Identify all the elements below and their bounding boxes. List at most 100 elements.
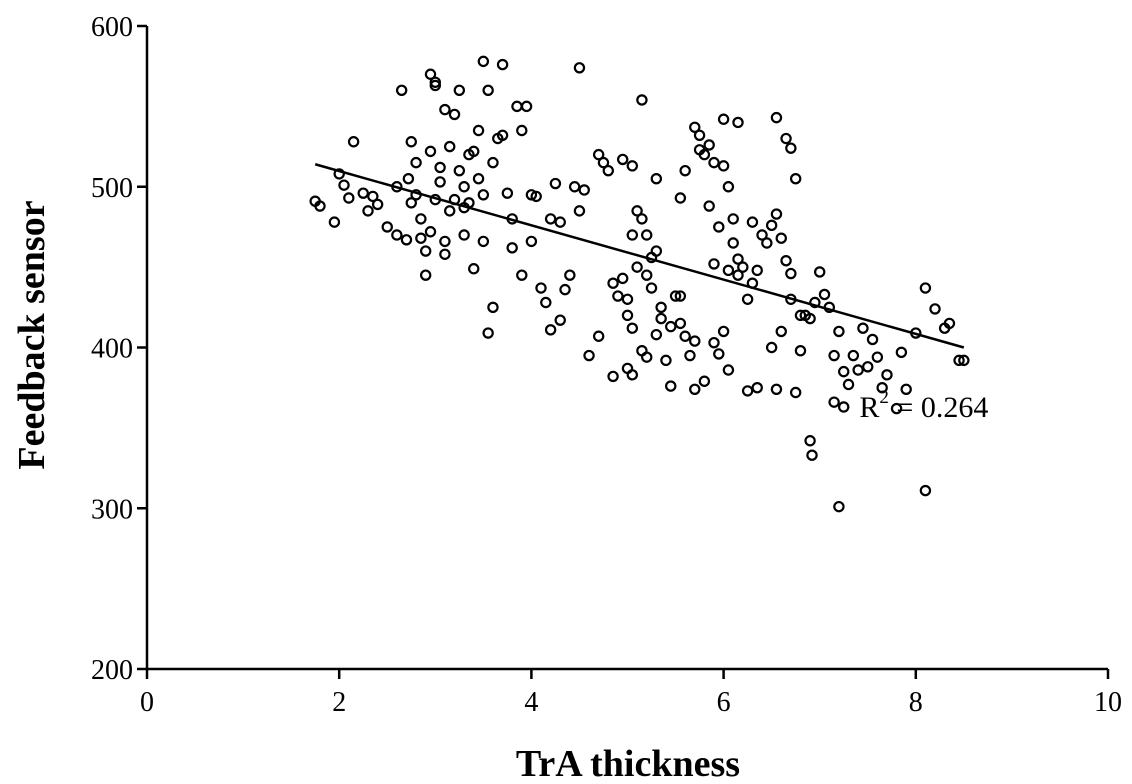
data-point (838, 401, 850, 413)
y-axis-title: Feedback sensor (11, 200, 53, 469)
data-point (621, 293, 634, 305)
data-point (669, 290, 682, 302)
data-point (530, 190, 542, 203)
data-point (765, 341, 778, 354)
data-point (357, 187, 369, 199)
data-point (405, 136, 417, 148)
data-point (434, 161, 446, 174)
data-point (650, 173, 663, 185)
data-point (765, 219, 778, 232)
data-point (842, 378, 855, 391)
data-point (650, 245, 663, 257)
y-tick-label: 600 (91, 12, 133, 43)
data-point (770, 111, 783, 124)
data-point (794, 309, 807, 322)
data-point (655, 312, 667, 325)
data-point (775, 325, 787, 338)
data-point (516, 269, 528, 281)
data-point (371, 198, 384, 211)
y-axis-ticks: 200 300 400 500 600 (91, 12, 147, 686)
data-point (626, 160, 639, 172)
data-point (785, 267, 797, 280)
data-point (419, 269, 432, 281)
data-point (472, 124, 485, 137)
data-point (689, 335, 701, 347)
data-point (761, 237, 773, 249)
plot-area: 200 300 400 500 600 0 2 4 6 8 10 (91, 12, 1122, 718)
r-squared-value: = 0.264 (889, 391, 988, 424)
data-point (862, 361, 874, 373)
data-point (607, 277, 619, 289)
data-point (506, 242, 518, 254)
data-point (732, 269, 744, 281)
data-point (328, 216, 341, 228)
data-point (881, 369, 893, 381)
data-point (722, 364, 735, 376)
data-point (482, 84, 494, 97)
data-point (626, 229, 639, 241)
data-point (717, 113, 730, 125)
data-point (395, 84, 408, 97)
data-point (616, 153, 629, 166)
x-axis-ticks: 0 2 4 6 8 10 (140, 669, 1122, 718)
data-point (602, 164, 614, 177)
data-point (684, 349, 696, 362)
data-point (338, 179, 350, 191)
data-point (953, 354, 965, 367)
data-point (857, 322, 869, 334)
data-point (660, 354, 672, 367)
data-point (895, 346, 908, 359)
data-point (444, 140, 456, 153)
data-point (424, 145, 437, 158)
data-point (439, 103, 451, 116)
data-point (693, 129, 706, 142)
data-point (770, 208, 783, 220)
data-point (890, 402, 903, 415)
data-point (674, 317, 687, 330)
data-point (564, 269, 576, 281)
data-point (741, 385, 754, 397)
data-point (780, 254, 792, 267)
data-point (381, 221, 393, 233)
data-point (477, 235, 490, 248)
data-point (400, 234, 413, 246)
data-point (929, 303, 941, 315)
data-point (665, 320, 677, 333)
data-point (347, 136, 360, 148)
data-point (703, 200, 715, 212)
data-point (439, 235, 451, 248)
data-point (751, 381, 763, 394)
data-point (693, 144, 706, 156)
data-point (852, 364, 864, 376)
data-point (429, 79, 441, 92)
data-point (626, 322, 639, 334)
data-point (919, 282, 932, 294)
data-point (641, 351, 653, 363)
data-point (708, 258, 720, 270)
data-point (477, 55, 490, 68)
data-point (833, 325, 845, 338)
data-point (679, 164, 691, 177)
data-point (487, 301, 499, 314)
data-point (626, 369, 639, 381)
data-point (717, 160, 730, 172)
data-point (343, 192, 355, 204)
data-point (727, 213, 739, 225)
data-point (453, 164, 466, 177)
data-point (415, 232, 427, 244)
data-point (477, 189, 490, 201)
data-point (847, 349, 860, 362)
r-squared-annotation: R2 = 0.264 (859, 387, 988, 424)
data-point (415, 213, 427, 225)
data-point (650, 328, 663, 341)
data-point (806, 449, 818, 461)
data-point (621, 309, 634, 322)
data-point (732, 253, 744, 265)
data-point (698, 375, 711, 387)
data-point (689, 383, 701, 395)
data-point (597, 156, 610, 169)
data-point (876, 381, 888, 394)
data-point (458, 181, 470, 193)
data-point (785, 142, 797, 154)
